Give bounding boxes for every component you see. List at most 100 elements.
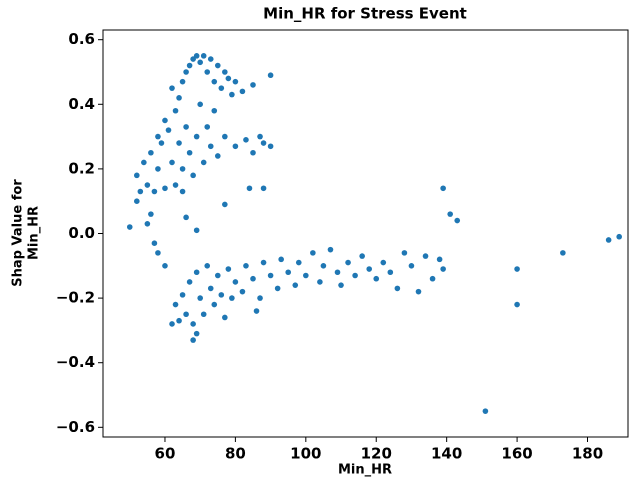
- point: [243, 137, 249, 143]
- point: [605, 237, 612, 243]
- point: [440, 266, 446, 272]
- point: [183, 69, 189, 75]
- point: [260, 259, 267, 266]
- point: [151, 240, 158, 246]
- point: [366, 266, 372, 272]
- point: [204, 69, 211, 75]
- point: [222, 314, 228, 321]
- point: [218, 292, 225, 298]
- point: [214, 272, 221, 279]
- x-tick-label: 180: [572, 445, 603, 463]
- point: [278, 256, 284, 263]
- point: [211, 107, 218, 114]
- point: [243, 263, 249, 269]
- point: [179, 188, 186, 195]
- point: [317, 279, 323, 285]
- point: [197, 59, 203, 66]
- point: [380, 259, 387, 266]
- point: [197, 101, 203, 108]
- point: [267, 143, 274, 150]
- point: [193, 53, 200, 59]
- point: [387, 269, 394, 276]
- point: [239, 288, 246, 295]
- y-tick-label: 0.0: [68, 224, 95, 242]
- x-tick-label: 120: [361, 445, 392, 463]
- point: [401, 250, 408, 256]
- point: [260, 185, 267, 192]
- point: [394, 285, 401, 292]
- point: [338, 282, 344, 288]
- point: [172, 301, 179, 308]
- point: [214, 62, 221, 69]
- point: [193, 269, 200, 276]
- chart-title: Min_HR for Stress Event: [263, 5, 467, 23]
- point: [211, 301, 218, 308]
- point: [222, 133, 228, 140]
- point: [320, 263, 327, 269]
- point: [176, 317, 182, 324]
- point: [514, 301, 520, 308]
- point: [165, 127, 172, 133]
- point: [267, 272, 274, 279]
- point: [560, 250, 566, 256]
- point: [257, 295, 263, 301]
- point: [345, 259, 351, 266]
- point: [359, 253, 365, 259]
- point: [447, 211, 453, 217]
- point: [190, 172, 196, 179]
- point: [222, 201, 228, 208]
- plot-frame: [102, 29, 629, 438]
- point: [176, 95, 182, 101]
- point: [193, 330, 200, 337]
- point: [190, 337, 196, 343]
- point: [218, 85, 225, 91]
- point: [292, 282, 299, 288]
- x-tick-label: 80: [225, 445, 246, 463]
- point: [172, 107, 179, 114]
- point: [144, 182, 151, 188]
- point: [155, 166, 161, 172]
- point: [172, 182, 179, 188]
- point: [214, 153, 221, 159]
- point: [440, 185, 446, 192]
- point: [229, 91, 235, 98]
- point: [436, 256, 443, 263]
- point: [274, 285, 281, 292]
- point: [134, 172, 140, 179]
- point: [179, 78, 186, 85]
- y-tick-label: 0.6: [68, 30, 95, 48]
- point: [200, 311, 207, 318]
- point: [229, 295, 235, 301]
- point: [158, 140, 165, 146]
- point: [232, 78, 239, 85]
- point: [126, 224, 133, 230]
- y-tick-label: −0.6: [56, 418, 95, 436]
- point: [422, 253, 429, 259]
- point: [176, 140, 182, 146]
- point: [250, 149, 256, 156]
- point: [169, 321, 175, 327]
- y-tick-label: −0.4: [56, 353, 95, 371]
- point: [327, 246, 334, 253]
- point: [207, 143, 214, 150]
- point: [193, 133, 200, 140]
- point: [186, 279, 193, 285]
- point: [144, 221, 151, 227]
- point: [200, 159, 207, 166]
- y-axis-label-line: Shap Value for: [11, 179, 26, 287]
- point: [179, 292, 186, 298]
- point: [616, 233, 622, 240]
- point: [162, 263, 168, 269]
- point: [155, 133, 161, 140]
- point: [257, 133, 263, 140]
- point: [179, 166, 186, 172]
- y-tick-label: 0.2: [68, 159, 95, 177]
- point: [225, 266, 232, 272]
- point: [250, 275, 256, 282]
- point: [211, 78, 218, 85]
- point: [222, 69, 228, 75]
- x-tick-label: 160: [501, 445, 532, 463]
- point: [155, 250, 161, 256]
- point: [207, 56, 214, 62]
